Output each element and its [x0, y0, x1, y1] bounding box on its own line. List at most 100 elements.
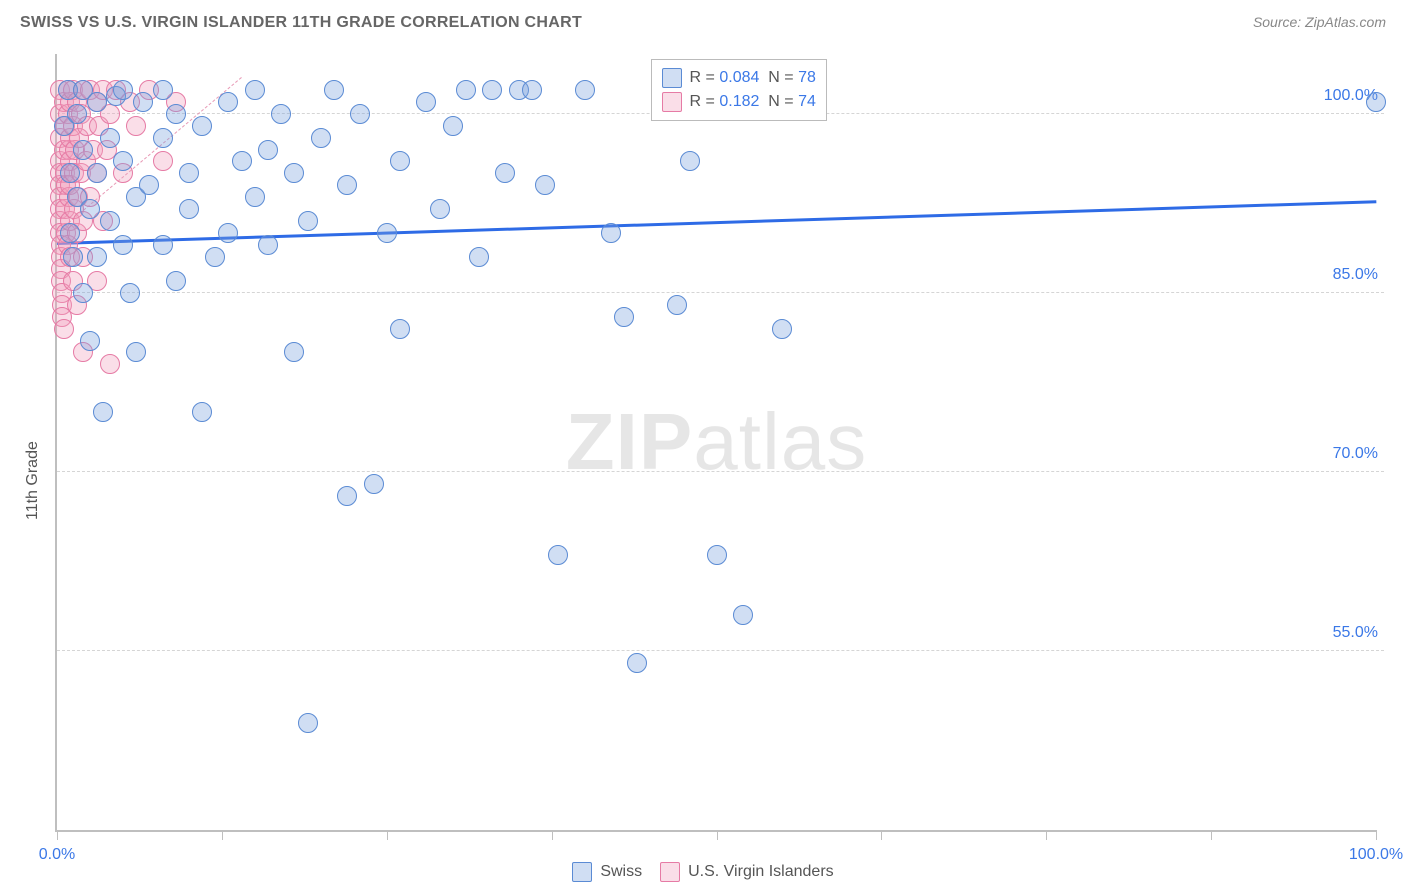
bottom-legend: Swiss U.S. Virgin Islanders	[0, 862, 1406, 882]
swiss-point	[100, 128, 120, 148]
swiss-point	[179, 199, 199, 219]
swiss-point	[284, 342, 304, 362]
swiss-point	[166, 104, 186, 124]
swiss-point	[271, 104, 291, 124]
swiss-point	[443, 116, 463, 136]
usvi-point	[54, 319, 74, 339]
swiss-point	[153, 128, 173, 148]
swiss-point	[456, 80, 476, 100]
plot-area-wrap: ZIPatlas 55.0%70.0%85.0%100.0%0.0%100.0%…	[55, 54, 1376, 832]
stats-text-swiss: R = 0.084 N = 78	[690, 66, 816, 90]
swiss-point	[324, 80, 344, 100]
swiss-point	[245, 187, 265, 207]
swiss-point	[245, 80, 265, 100]
swiss-point	[87, 247, 107, 267]
swiss-point	[390, 319, 410, 339]
swiss-point	[126, 342, 146, 362]
swiss-point	[93, 402, 113, 422]
swiss-point	[430, 199, 450, 219]
x-tick	[57, 830, 58, 840]
swiss-point	[192, 116, 212, 136]
swiss-point	[80, 331, 100, 351]
swiss-point	[232, 151, 252, 171]
swiss-point	[179, 163, 199, 183]
swiss-point	[60, 223, 80, 243]
stats-row-swiss: R = 0.084 N = 78	[662, 66, 816, 90]
swiss-point	[87, 163, 107, 183]
swiss-point	[601, 223, 621, 243]
swiss-point	[548, 545, 568, 565]
swiss-point	[495, 163, 515, 183]
x-tick	[387, 830, 388, 840]
gridline-h	[57, 471, 1384, 472]
chart-title: SWISS VS U.S. VIRGIN ISLANDER 11TH GRADE…	[20, 14, 582, 32]
swiss-point	[1366, 92, 1386, 112]
swiss-point	[311, 128, 331, 148]
y-axis-label: 11th Grade	[24, 441, 42, 520]
usvi-swatch	[662, 92, 682, 112]
y-tick-label: 70.0%	[1327, 445, 1378, 463]
swiss-point	[337, 486, 357, 506]
swiss-point	[67, 104, 87, 124]
swiss-point	[298, 211, 318, 231]
usvi-swatch	[660, 862, 680, 882]
swiss-point	[575, 80, 595, 100]
swiss-point	[469, 247, 489, 267]
stats-row-usvi: R = 0.182 N = 74	[662, 90, 816, 114]
swiss-point	[113, 80, 133, 100]
x-tick	[717, 830, 718, 840]
swiss-point	[113, 235, 133, 255]
swiss-point	[284, 163, 304, 183]
swiss-point	[364, 474, 384, 494]
swiss-point	[80, 199, 100, 219]
usvi-point	[126, 116, 146, 136]
x-tick	[1211, 830, 1212, 840]
swiss-point	[680, 151, 700, 171]
swiss-point	[153, 80, 173, 100]
swiss-point	[337, 175, 357, 195]
usvi-point	[100, 354, 120, 374]
swiss-point	[100, 211, 120, 231]
swiss-point	[218, 223, 238, 243]
swiss-point	[298, 713, 318, 733]
swiss-point	[192, 402, 212, 422]
legend-label-swiss: Swiss	[600, 863, 642, 881]
legend-item-swiss: Swiss	[572, 862, 642, 882]
usvi-point	[153, 151, 173, 171]
x-tick	[1046, 830, 1047, 840]
swiss-point	[258, 235, 278, 255]
y-tick-label: 55.0%	[1327, 624, 1378, 642]
gridline-h	[57, 292, 1384, 293]
swiss-point	[733, 605, 753, 625]
y-tick-label: 85.0%	[1327, 266, 1378, 284]
swiss-point	[390, 151, 410, 171]
watermark: ZIPatlas	[566, 396, 867, 488]
swiss-point	[218, 92, 238, 112]
swiss-point	[60, 163, 80, 183]
stats-text-usvi: R = 0.182 N = 74	[690, 90, 816, 114]
legend-label-usvi: U.S. Virgin Islanders	[688, 863, 834, 881]
swiss-point	[258, 140, 278, 160]
x-tick	[1376, 830, 1377, 840]
swiss-point	[350, 104, 370, 124]
swiss-point	[772, 319, 792, 339]
swiss-point	[133, 92, 153, 112]
swiss-point	[73, 283, 93, 303]
swiss-point	[707, 545, 727, 565]
swiss-point	[153, 235, 173, 255]
x-tick	[881, 830, 882, 840]
plot-area: ZIPatlas 55.0%70.0%85.0%100.0%0.0%100.0%…	[55, 54, 1376, 832]
x-tick	[552, 830, 553, 840]
x-tick	[222, 830, 223, 840]
swiss-point	[120, 283, 140, 303]
swiss-point	[627, 653, 647, 673]
swiss-swatch	[662, 68, 682, 88]
stats-legend: R = 0.084 N = 78R = 0.182 N = 74	[651, 59, 827, 121]
swiss-point	[614, 307, 634, 327]
swiss-point	[667, 295, 687, 315]
swiss-point	[535, 175, 555, 195]
swiss-point	[139, 175, 159, 195]
swiss-point	[73, 140, 93, 160]
swiss-point	[113, 151, 133, 171]
source-credit: Source: ZipAtlas.com	[1253, 14, 1386, 30]
